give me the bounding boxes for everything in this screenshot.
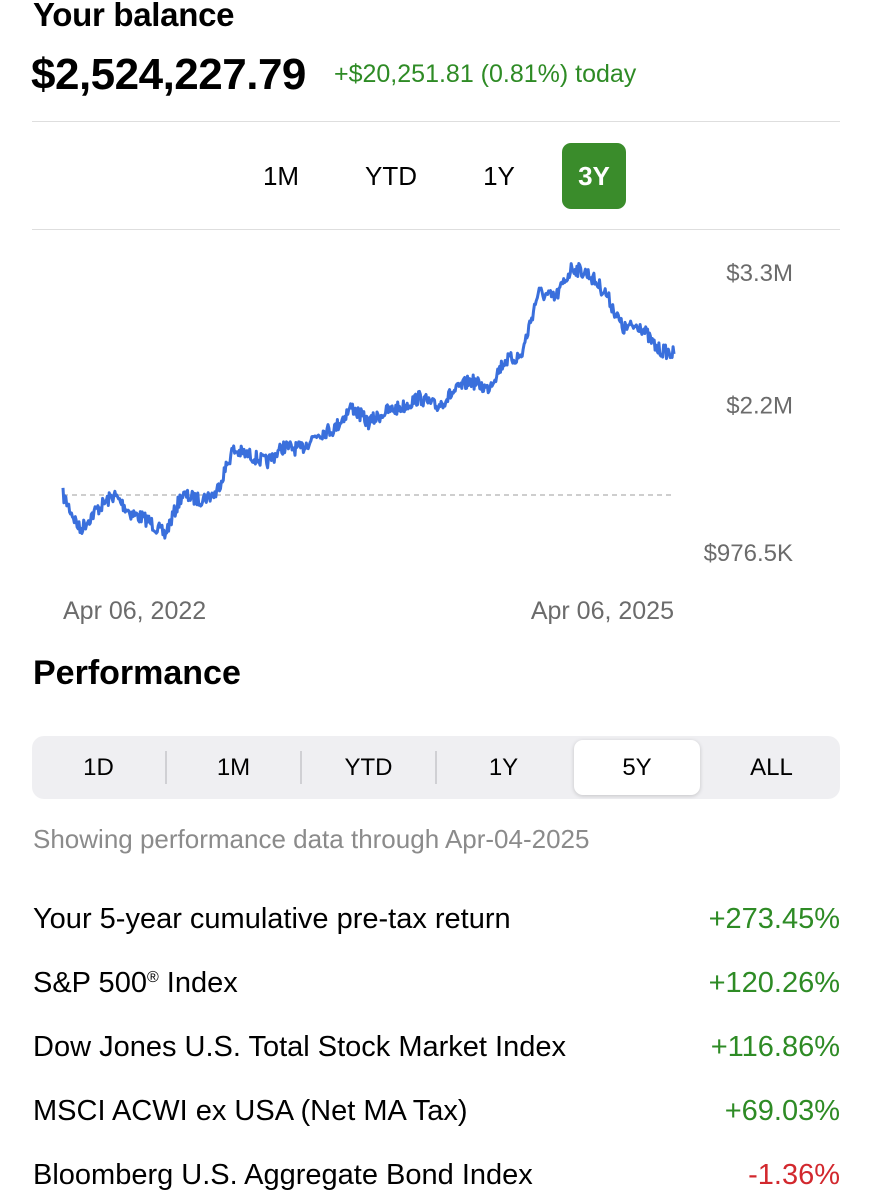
- divider: [32, 121, 840, 122]
- balance-label: Your balance: [33, 0, 235, 33]
- segment-separator: [300, 751, 302, 784]
- x-axis-date-label: Apr 06, 2025: [531, 597, 674, 625]
- period-tab-1m[interactable]: 1M: [216, 754, 251, 781]
- chart-range-tabs: 1M YTD 1Y 3Y: [226, 143, 646, 209]
- performance-data-note: Showing performance data through Apr-04-…: [33, 824, 590, 854]
- performance-row-value: +120.26%: [708, 967, 840, 999]
- period-tab-1y[interactable]: 1Y: [488, 754, 519, 781]
- performance-row-value: +116.86%: [710, 1031, 840, 1063]
- range-tab-1y[interactable]: 1Y: [483, 161, 515, 191]
- performance-row-label: Your 5-year cumulative pre-tax return: [33, 903, 511, 935]
- performance-row-label: Bloomberg U.S. Aggregate Bond Index: [33, 1159, 533, 1191]
- balance-series-line: [61, 262, 676, 540]
- range-tab-ytd[interactable]: YTD: [365, 161, 417, 191]
- y-tick-label: $3.3M: [726, 260, 793, 287]
- x-axis-date-label: Apr 06, 2022: [63, 597, 206, 625]
- period-tab-5y[interactable]: 5Y: [574, 740, 700, 795]
- performance-title: Performance: [33, 654, 241, 692]
- performance-row-label: MSCI ACWI ex USA (Net MA Tax): [33, 1095, 468, 1127]
- performance-row: Your 5-year cumulative pre-tax return +2…: [33, 903, 840, 947]
- performance-row-value: -1.36%: [748, 1159, 840, 1191]
- segment-separator: [165, 751, 167, 784]
- balance-line-chart: $3.3M $2.2M $976.5K Apr 06, 2022 Apr 06, 202…: [61, 260, 793, 625]
- performance-row: Bloomberg U.S. Aggregate Bond Index -1.3…: [33, 1159, 840, 1203]
- period-tab-1d[interactable]: 1D: [83, 754, 114, 781]
- segment-separator: [435, 751, 437, 784]
- performance-row: S&P 500® Index +120.26%: [33, 967, 840, 1011]
- period-tab-all[interactable]: ALL: [750, 754, 793, 781]
- performance-period-selector: 1D 1M YTD 1Y 5Y ALL: [32, 736, 840, 799]
- performance-row-label: S&P 500® Index: [33, 967, 238, 999]
- y-tick-label: $976.5K: [704, 540, 793, 567]
- performance-row-value: +273.45%: [708, 903, 840, 935]
- performance-row-value: +69.03%: [724, 1095, 840, 1127]
- daily-change: +$20,251.81 (0.81%) today: [334, 60, 637, 88]
- period-tab-ytd[interactable]: YTD: [344, 754, 393, 781]
- balance-value: $2,524,227.79: [31, 50, 306, 99]
- performance-row: Dow Jones U.S. Total Stock Market Index …: [33, 1031, 840, 1075]
- y-tick-label: $2.2M: [726, 393, 793, 420]
- range-tab-1m[interactable]: 1M: [262, 161, 300, 191]
- range-tab-3y[interactable]: 3Y: [562, 143, 626, 209]
- divider: [32, 229, 840, 230]
- performance-row-label: Dow Jones U.S. Total Stock Market Index: [33, 1031, 566, 1063]
- registered-mark: ®: [146, 969, 159, 986]
- performance-row: MSCI ACWI ex USA (Net MA Tax) +69.03%: [33, 1095, 840, 1139]
